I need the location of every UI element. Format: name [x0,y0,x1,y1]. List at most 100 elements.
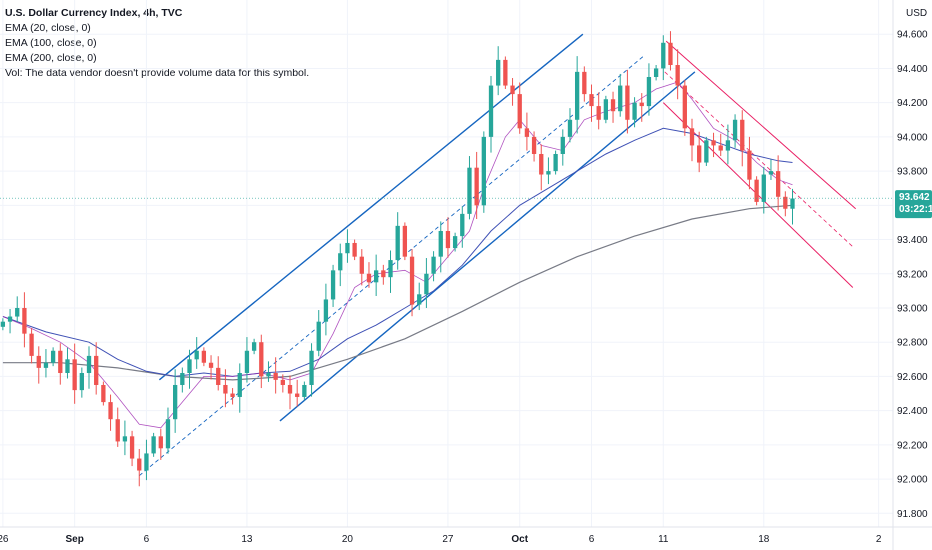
y-tick-label: 92.400 [897,406,928,417]
candle-body [338,253,343,271]
candle-body [359,256,364,274]
candle-body [302,384,307,397]
candle-body [546,171,551,175]
last-price-tag: 93.642 03:22:13 [895,190,932,219]
candle-body [639,102,644,107]
candle-body [761,174,766,202]
bar-countdown: 03:22:13 [899,204,932,215]
candle-body [115,419,120,442]
candle-body [790,198,795,209]
grid [0,0,893,527]
candle-body [452,236,458,249]
candle-body [653,68,659,77]
x-tick-label: 6 [589,534,595,545]
candle-body [610,99,616,112]
legend-title[interactable]: U.S. Dollar Currency Index, 4h, TVC [5,7,183,19]
candle-body [50,350,56,363]
legend-volume[interactable]: Vol: The data vendor doesn't provide vol… [5,67,310,79]
candle-body [718,145,723,151]
candle-body [129,436,135,459]
candle-body [582,71,587,95]
candle-body [496,59,501,86]
candle-body [259,342,264,377]
candle-body [94,355,99,385]
x-tick-label: 6 [144,534,150,545]
candle-body [266,373,271,377]
currency-unit-label[interactable]: USD [906,8,927,19]
candle-body [697,145,702,163]
candle-body [646,76,652,107]
candle-body [366,273,372,283]
x-tick-label: 27 [442,534,454,545]
x-tick-label: 11 [658,534,669,545]
candle-body [438,230,443,257]
y-tick-label: 92.200 [897,440,928,451]
candle-body [173,384,178,420]
candle-body [43,362,49,368]
candle-body [29,333,34,356]
x-tick-label: 20 [342,534,354,545]
candle-body [431,256,436,274]
candle-body [151,436,156,454]
candle-body [524,128,530,137]
legend-ema20[interactable]: EMA (20, close, 0) [5,22,91,34]
x-tick-label: 18 [758,534,770,545]
candle-body [689,128,695,146]
y-tick-label: 94.000 [897,132,928,143]
ema20-line [2,81,793,429]
down-channel-mid [664,71,855,249]
candle-body [79,373,84,391]
candle-body [596,106,601,120]
candle-body [747,150,752,180]
candle-body [632,102,637,120]
y-tick-label: 93.000 [897,303,928,314]
y-tick-label: 92.000 [897,475,928,486]
candle-body [675,65,680,86]
y-tick-label: 93.800 [897,167,928,178]
y-tick-label: 92.800 [897,338,928,349]
candle-body [467,167,472,214]
chart-legend: U.S. Dollar Currency Index, 4h, TVC EMA … [5,6,309,81]
candle-body [22,307,27,334]
candle-body [108,402,113,420]
candle-body [251,342,257,351]
candle-body [725,140,731,151]
legend-ema100[interactable]: EMA (100, close, 0) [5,37,97,49]
candle-body [445,230,451,249]
candle-body [7,316,13,322]
candle-body [574,71,580,120]
x-tick-label: Sep [65,534,83,545]
candle-body [345,242,350,254]
y-tick-label: 91.800 [897,509,928,520]
candle-body [768,171,774,175]
time-axis[interactable]: 26 Sep 6 13 20 27 Oct 6 11 18 2 [0,534,882,545]
candle-body [373,270,379,283]
last-price-value: 93.642 [899,192,930,203]
candle-body [101,384,106,403]
candle-body [58,350,63,374]
candle-body [316,321,321,351]
candle-body [603,99,609,120]
y-tick-label: 94.400 [897,64,928,75]
candle-body [539,153,544,175]
legend-ema200[interactable]: EMA (200, close, 0) [5,52,97,64]
y-tick-label: 93.400 [897,235,928,246]
candle-body [230,393,235,397]
candle-body [65,359,70,374]
candle-body [165,419,171,449]
trend-channels[interactable] [138,33,857,477]
candle-body [244,350,250,374]
candle-body [395,225,400,261]
candle-body [295,393,300,397]
candle-body [682,85,687,129]
x-tick-label: Oct [511,534,528,545]
y-tick-label: 94.600 [897,30,928,41]
down-channel-upper [665,40,857,210]
candle-body [402,225,408,257]
y-tick-label: 94.200 [897,98,928,109]
candle-body [625,85,630,120]
candle-body [754,179,759,202]
up-channel-mid [138,56,644,477]
price-axis[interactable]: 94.60094.40094.20094.00093.80093.60093.4… [897,30,928,520]
